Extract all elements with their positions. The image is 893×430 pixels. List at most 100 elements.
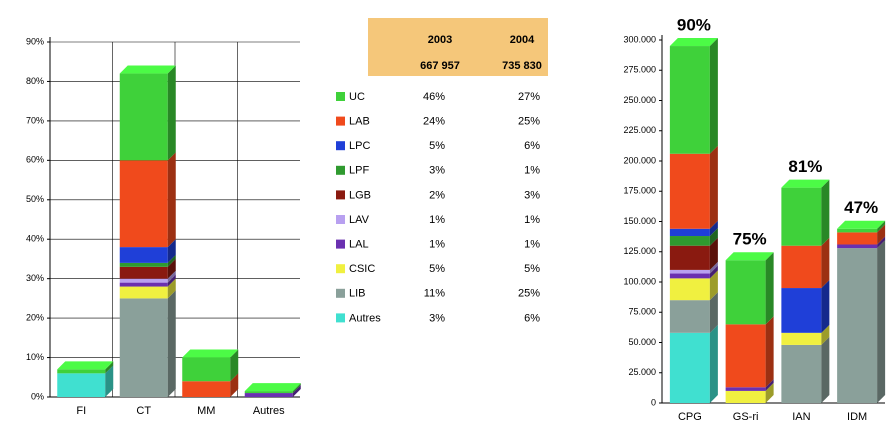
legend-swatch xyxy=(336,116,345,126)
table-cell: 2% xyxy=(429,189,445,201)
y-tick-label: 90% xyxy=(26,36,44,46)
table-header: 735 830 xyxy=(502,60,542,72)
bar-side xyxy=(821,336,830,403)
bar-side xyxy=(105,361,114,374)
table-cell: 3% xyxy=(524,189,540,201)
table-cell: 5% xyxy=(524,263,540,275)
bar-segment xyxy=(57,369,106,374)
y-tick-label: 125.000 xyxy=(623,246,656,256)
annotation: 75% xyxy=(733,230,767,249)
bar-side xyxy=(167,278,176,299)
table-header: 667 957 xyxy=(420,60,460,72)
y-tick-label: 25.000 xyxy=(628,367,656,377)
bar-side xyxy=(821,280,830,333)
table-cell: 6% xyxy=(524,140,540,152)
bar-segment xyxy=(837,228,878,233)
bar-side xyxy=(167,239,176,263)
table-header-bg xyxy=(368,18,548,76)
bar-top xyxy=(182,349,239,358)
legend-label: UC xyxy=(349,91,365,103)
bar-segment xyxy=(182,381,231,397)
legend-label: LPF xyxy=(349,165,369,177)
bar-segment xyxy=(119,247,168,263)
bar-segment xyxy=(119,160,168,248)
bar-segment xyxy=(669,236,710,246)
y-tick-label: 200.000 xyxy=(623,155,656,165)
x-tick-label: Autres xyxy=(253,405,285,417)
bar-side xyxy=(230,349,239,382)
y-tick-label: 250.000 xyxy=(623,95,656,105)
bar-top xyxy=(244,383,301,392)
bar-top xyxy=(725,252,774,261)
y-tick-label: 0% xyxy=(31,391,44,401)
legend-label: LAV xyxy=(349,214,370,226)
bar-side xyxy=(709,228,718,246)
x-tick-label: IDM xyxy=(847,411,867,423)
legend-swatch xyxy=(336,313,345,323)
bar-side xyxy=(821,237,830,289)
y-tick-label: 50% xyxy=(26,194,44,204)
bar-segment xyxy=(725,324,766,388)
bar-side xyxy=(709,145,718,229)
table-cell: 1% xyxy=(524,214,540,226)
bar-segment xyxy=(244,393,293,397)
y-tick-label: 30% xyxy=(26,273,44,283)
bar-side xyxy=(821,179,830,246)
bar-side xyxy=(765,379,774,391)
bar-segment xyxy=(725,387,766,391)
legend-swatch xyxy=(336,215,345,224)
legend-label: LPC xyxy=(349,140,370,152)
legend-label: CSIC xyxy=(349,263,375,275)
bar-side xyxy=(709,292,718,333)
annotation: 81% xyxy=(788,157,822,176)
bar-side xyxy=(877,236,886,249)
legend-swatch xyxy=(336,190,345,200)
table-header: 2004 xyxy=(510,34,535,46)
y-tick-label: 20% xyxy=(26,312,44,322)
bar-side xyxy=(709,270,718,301)
table-cell: 5% xyxy=(429,263,445,275)
table-cell: 25% xyxy=(518,116,540,128)
bar-side xyxy=(709,220,718,237)
legend-label: LIB xyxy=(349,288,366,300)
bar-side xyxy=(765,316,774,388)
bar-side xyxy=(765,382,774,403)
y-tick-label: 40% xyxy=(26,234,44,244)
bar-segment xyxy=(182,357,231,382)
bar-segment xyxy=(669,228,710,237)
legend-label: Autres xyxy=(349,312,381,324)
bar-top xyxy=(119,65,176,74)
legend-swatch xyxy=(336,92,345,101)
legend-label: LGB xyxy=(349,189,371,201)
y-tick-label: 60% xyxy=(26,155,44,165)
x-tick-label: MM xyxy=(197,405,215,417)
bar-side xyxy=(167,270,176,283)
table-cell: 46% xyxy=(423,91,445,103)
bar-segment xyxy=(119,286,168,299)
bar-segment xyxy=(119,73,168,161)
bar-segment xyxy=(669,269,710,274)
y-tick-label: 275.000 xyxy=(623,65,656,75)
table-cell: 25% xyxy=(518,288,540,300)
bar-segment xyxy=(837,248,878,403)
legend-label: LAB xyxy=(349,116,370,128)
bar-side xyxy=(821,324,830,345)
legend-label: LAL xyxy=(349,239,369,251)
bar-top xyxy=(57,361,114,370)
bar-side xyxy=(167,152,176,248)
bar-segment xyxy=(669,300,710,333)
annotation: 90% xyxy=(677,16,711,35)
bar-side xyxy=(230,373,239,397)
bar-side xyxy=(709,237,718,270)
table-cell: 1% xyxy=(429,214,445,226)
table-cell: 6% xyxy=(524,312,540,324)
y-tick-label: 175.000 xyxy=(623,186,656,196)
bar-side xyxy=(167,258,176,279)
bar-segment xyxy=(669,273,710,279)
bar-segment xyxy=(781,332,822,345)
bar-segment xyxy=(725,260,766,325)
bar-segment xyxy=(119,266,168,279)
y-tick-label: 225.000 xyxy=(623,125,656,135)
bar-segment xyxy=(119,282,168,287)
bar-side xyxy=(709,261,718,274)
